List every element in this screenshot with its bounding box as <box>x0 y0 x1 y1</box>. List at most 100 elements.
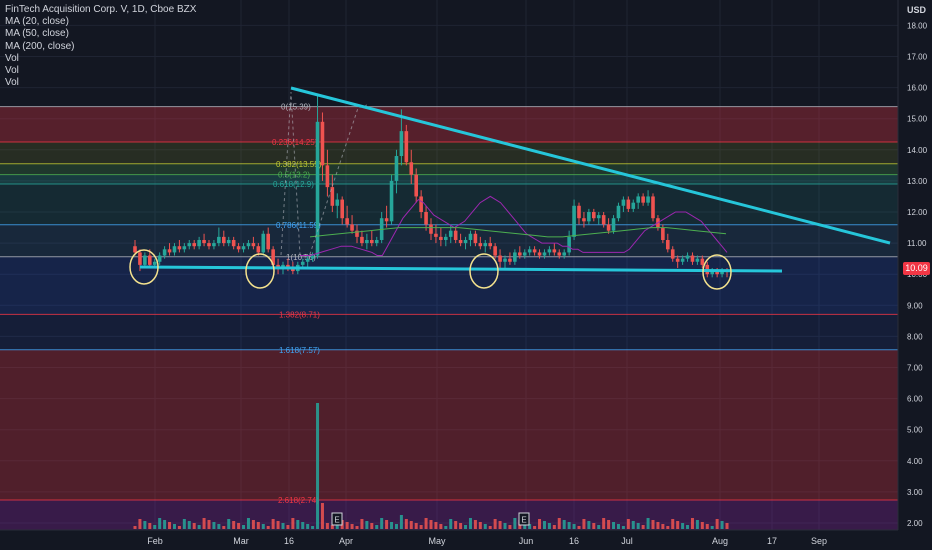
fib-level-label: 1.382(8.71) <box>279 310 320 319</box>
volume-bar <box>493 519 497 529</box>
candle-body <box>325 165 330 188</box>
volume-bar <box>316 403 320 529</box>
volume-bar <box>286 525 290 529</box>
volume-bar <box>222 526 226 529</box>
candle-body <box>424 212 428 225</box>
candle-body <box>246 243 251 247</box>
candle-body <box>651 196 655 219</box>
candle-body <box>320 121 325 166</box>
candle-body <box>212 243 216 247</box>
fib-level-label: 0(15.39) <box>281 103 311 112</box>
volume-bar <box>557 518 561 529</box>
indicator-ma50[interactable]: MA (50, close) <box>5 28 69 40</box>
volume-bar <box>646 518 650 529</box>
candle-body <box>488 243 492 247</box>
candle-body <box>167 249 172 253</box>
candle-body <box>601 215 606 225</box>
candle-body <box>256 246 261 253</box>
volume-bar <box>172 524 176 529</box>
last-price-tag: 10.09 <box>903 262 930 275</box>
candle-body <box>404 131 409 163</box>
candle-body <box>453 230 458 240</box>
indicator-ma200[interactable]: MA (200, close) <box>5 40 75 52</box>
volume-bar <box>148 523 152 529</box>
volume-bar <box>641 525 645 529</box>
price-tick-label: 15.00 <box>907 115 928 124</box>
candle-body <box>222 236 226 244</box>
indicator-ma20[interactable]: MA (20, close) <box>5 16 69 28</box>
price-tick-label: 3.00 <box>907 488 923 497</box>
candle-body <box>241 246 246 250</box>
volume-bar <box>666 526 670 529</box>
volume-bar <box>370 523 374 529</box>
candle-body <box>611 218 616 231</box>
candle-body <box>567 236 571 253</box>
volume-bar <box>612 522 616 529</box>
volume-bar <box>567 522 571 529</box>
time-tick-label: Aug <box>712 536 728 546</box>
fib-band <box>0 174 898 185</box>
support-touch-circle <box>129 249 159 285</box>
volume-bar <box>187 521 191 529</box>
earnings-marker: E <box>331 512 343 526</box>
fib-level-label: 1.618(7.57) <box>279 346 320 355</box>
time-tick-label: 17 <box>767 536 777 546</box>
volume-bar <box>429 520 433 529</box>
candle-body <box>152 261 157 265</box>
time-tick-label: 16 <box>569 536 579 546</box>
price-tick-label: 12.00 <box>907 208 928 217</box>
volume-bar <box>143 521 147 529</box>
fib-bands: 0(15.39) 0.236(14.25) 0.382(13.55) 0.5(13.2… <box>0 103 898 530</box>
volume-bar <box>710 526 714 529</box>
volume-bar <box>350 524 354 529</box>
candle-body <box>503 258 507 262</box>
candle-body <box>685 255 690 259</box>
volume-bar <box>473 520 477 529</box>
candle-body <box>537 252 542 256</box>
ma20-line <box>300 195 728 256</box>
volume-bar <box>700 522 704 529</box>
volume-bar <box>715 519 719 529</box>
candle-body <box>305 258 310 262</box>
currency-label[interactable]: USD <box>906 5 926 15</box>
candle-body <box>261 233 266 253</box>
candle-body <box>572 205 576 237</box>
candle-body <box>463 239 468 244</box>
candle-body <box>666 239 670 250</box>
candle-body <box>483 243 488 247</box>
volume-bar <box>503 523 507 529</box>
candle-body <box>582 218 586 222</box>
candle-body <box>429 224 433 234</box>
volume-bar <box>320 503 324 529</box>
candle-body <box>522 252 527 256</box>
volume-bar <box>266 526 270 529</box>
candle-body <box>661 227 665 240</box>
earnings-marker-label: E <box>334 516 339 525</box>
volume-bar <box>483 524 487 529</box>
candle-body <box>675 258 680 262</box>
candle-body <box>231 239 236 247</box>
volume-bar <box>360 519 364 529</box>
volume-bar <box>311 526 315 529</box>
indicator-vol-3[interactable]: Vol <box>5 77 19 89</box>
candle-body <box>355 230 359 237</box>
indicator-vol-1[interactable]: Vol <box>5 52 19 64</box>
candle-body <box>557 252 562 256</box>
candle-body <box>409 162 414 175</box>
candle-body <box>468 233 473 240</box>
candle-body <box>513 252 517 262</box>
candle-body <box>458 239 463 244</box>
candle-body <box>715 271 719 275</box>
volume-bar <box>306 524 310 529</box>
symbol-title[interactable]: FinTech Acquisition Corp. V, 1D, Cboe BZ… <box>5 4 197 15</box>
volume-bar <box>616 524 620 529</box>
candle-body <box>527 249 532 253</box>
fib-level-label: 0.236(14.25) <box>272 138 318 147</box>
candle-body <box>592 212 596 219</box>
volume-bar <box>676 521 680 529</box>
candle-body <box>365 239 369 244</box>
indicator-vol-2[interactable]: Vol <box>5 65 19 77</box>
candle-body <box>577 205 581 219</box>
volume-bar <box>690 518 694 529</box>
